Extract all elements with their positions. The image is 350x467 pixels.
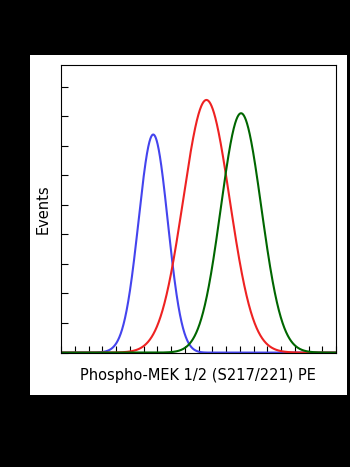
Text: Phospho-MEK 1/2 (S217/221) PE: Phospho-MEK 1/2 (S217/221) PE: [80, 368, 316, 383]
Y-axis label: Events: Events: [36, 184, 51, 234]
